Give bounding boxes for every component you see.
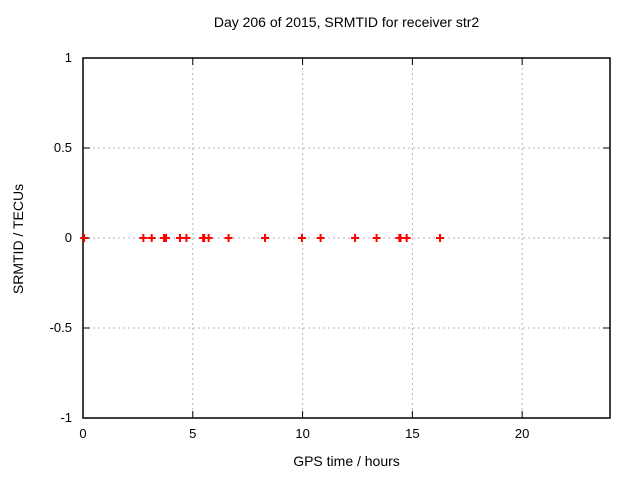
- x-tick-label: 15: [405, 426, 419, 441]
- y-axis-label: SRMTID / TECUs: [10, 183, 26, 295]
- x-tick-label: 5: [189, 426, 196, 441]
- x-tick-label: 20: [515, 426, 529, 441]
- y-tick-label: 0.5: [54, 140, 72, 155]
- x-axis-label: GPS time / hours: [293, 453, 400, 469]
- y-tick-label: 0: [65, 230, 72, 245]
- chart-title: Day 206 of 2015, SRMTID for receiver str…: [213, 14, 480, 30]
- y-tick-label: -1: [60, 410, 72, 425]
- x-tick-label: 0: [79, 426, 86, 441]
- y-tick-label: 1: [65, 50, 72, 65]
- y-tick-label: -0.5: [50, 320, 72, 335]
- x-tick-label: 10: [295, 426, 309, 441]
